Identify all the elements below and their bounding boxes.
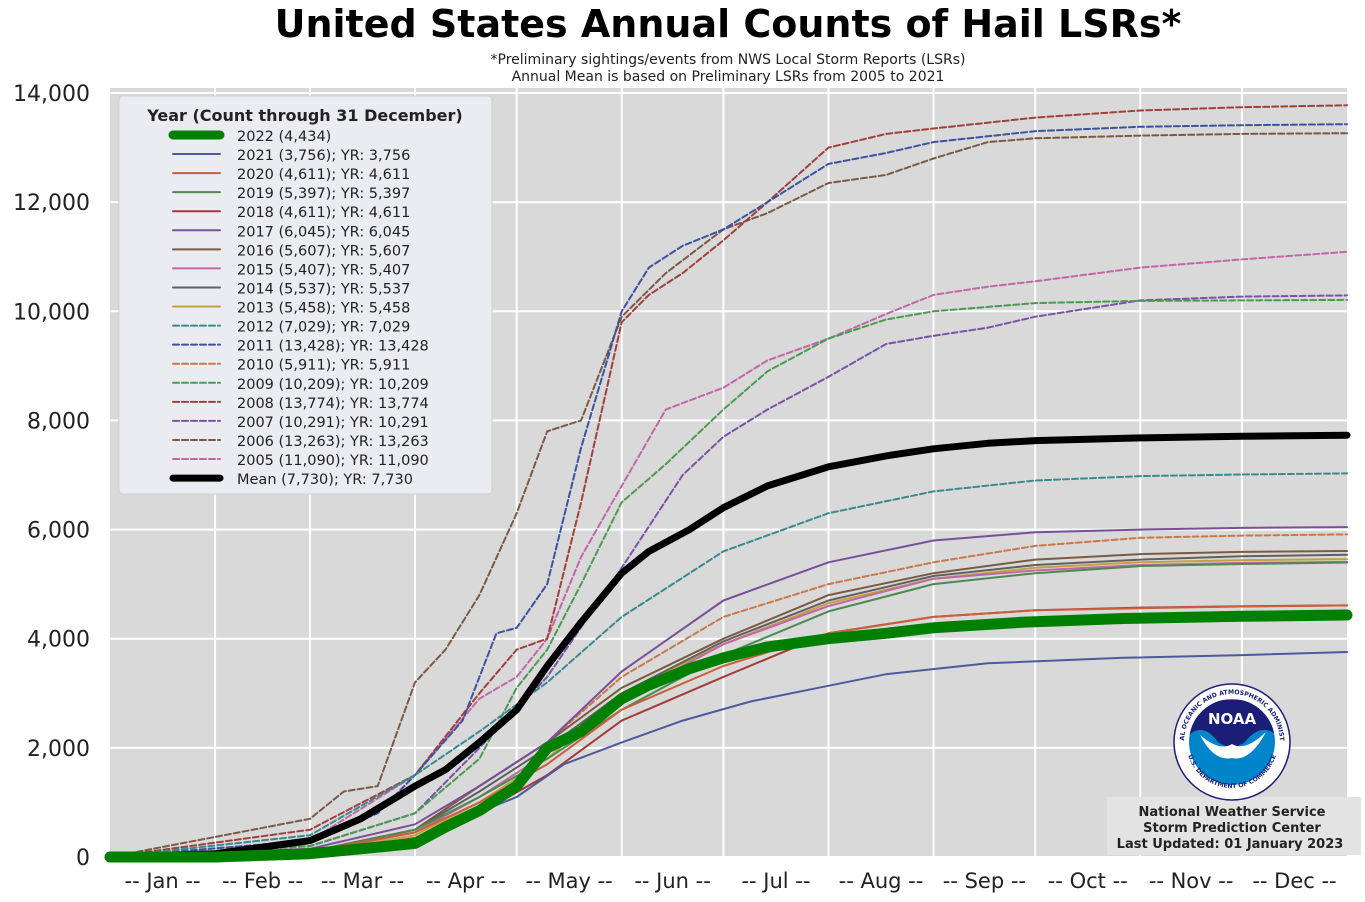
chart-subtitle-1: *Preliminary sightings/events from NWS L… — [490, 52, 966, 68]
series-line — [109, 104, 1348, 858]
noaa-logo-text: NOAA — [1208, 710, 1257, 728]
series-line — [109, 294, 1348, 858]
legend-label: 2019 (5,397); YR: 5,397 — [237, 186, 410, 202]
legend-label: 2014 (5,537); YR: 5,537 — [237, 281, 410, 297]
series-line — [109, 604, 1348, 858]
legend-label: 2012 (7,029); YR: 7,029 — [237, 320, 410, 336]
series-line — [109, 123, 1348, 858]
legend-label: 2018 (4,611); YR: 4,611 — [237, 205, 410, 221]
legend-label: 2010 (5,911); YR: 5,911 — [237, 358, 410, 374]
legend-label: 2022 (4,434) — [237, 129, 331, 145]
legend-label: Mean (7,730); YR: 7,730 — [237, 472, 413, 488]
credit-background — [1107, 797, 1361, 855]
chart-subtitle-2: Annual Mean is based on Preliminary LSRs… — [511, 69, 945, 85]
series-line — [109, 526, 1348, 858]
legend-items: 2022 (4,434) 2021 (3,756); YR: 3,756 2020 … — [168, 129, 429, 488]
legend-label: 2005 (11,090); YR: 11,090 — [237, 453, 429, 469]
legend-label: 2015 (5,407); YR: 5,407 — [237, 262, 410, 278]
x-tick-label: -- Feb -- — [222, 869, 303, 893]
y-tick-label: 12,000 — [13, 191, 90, 216]
y-tick-label: 8,000 — [27, 409, 90, 434]
x-tick-label: -- Aug -- — [839, 869, 924, 893]
legend-label: 2017 (6,045); YR: 6,045 — [237, 224, 410, 240]
y-tick-label: 4,000 — [27, 628, 90, 653]
x-tick-label: -- May -- — [526, 869, 613, 893]
legend-label: 2008 (13,774); YR: 13,774 — [237, 396, 429, 412]
credit-line-3: Last Updated: 01 January 2023 — [1117, 837, 1344, 852]
series-line — [106, 431, 1351, 861]
y-axis: 0 2,000 4,000 6,000 8,000 10,000 12,000 14,000 — [13, 82, 90, 871]
x-tick-label: -- Nov -- — [1149, 869, 1234, 893]
x-tick-label: -- Jul -- — [741, 869, 810, 893]
series-line — [109, 132, 1348, 858]
series-line — [109, 472, 1348, 858]
series-group — [104, 104, 1353, 863]
legend-label: 2020 (4,611); YR: 4,611 — [237, 167, 410, 183]
x-tick-label: -- Apr -- — [426, 869, 506, 893]
x-tick-label: -- Mar -- — [321, 869, 404, 893]
legend-label: 2013 (5,458); YR: 5,458 — [237, 301, 410, 317]
x-tick-label: -- Dec -- — [1252, 869, 1336, 893]
credit-block: National Weather Service Storm Predictio… — [1107, 797, 1361, 855]
series-line — [104, 609, 1353, 863]
x-axis: -- Jan -- -- Feb -- -- Mar -- -- Apr -- -- M… — [125, 869, 1337, 893]
y-tick-label: 0 — [76, 846, 90, 871]
legend-label: 2009 (10,209); YR: 10,209 — [237, 377, 429, 393]
x-tick-label: -- Jan -- — [125, 869, 201, 893]
legend-label: 2016 (5,607); YR: 5,607 — [237, 243, 410, 259]
legend-label: 2007 (10,291); YR: 10,291 — [237, 415, 429, 431]
noaa-logo-navy — [1189, 700, 1275, 747]
x-tick-label: -- Oct -- — [1048, 869, 1128, 893]
legend-box — [118, 95, 493, 495]
legend-title: Year (Count through 31 December) — [146, 106, 462, 125]
y-tick-label: 6,000 — [27, 519, 90, 544]
noaa-logo-bird — [1200, 732, 1266, 759]
credit-line-1: National Weather Service — [1139, 805, 1326, 820]
y-tick-label: 14,000 — [13, 82, 90, 107]
credit-line-2: Storm Prediction Center — [1143, 821, 1321, 836]
legend: Year (Count through 31 December) 2022 (4… — [118, 95, 493, 495]
series-line — [109, 298, 1348, 858]
x-tick-label: -- Sep -- — [943, 869, 1026, 893]
series-line — [109, 250, 1348, 858]
legend-label: 2011 (13,428); YR: 13,428 — [237, 339, 429, 355]
x-tick-label: -- Jun -- — [634, 869, 710, 893]
y-tick-label: 10,000 — [13, 300, 90, 325]
chart-title: United States Annual Counts of Hail LSRs… — [274, 2, 1182, 46]
legend-label: 2021 (3,756); YR: 3,756 — [237, 148, 410, 164]
legend-label: 2006 (13,263); YR: 13,263 — [237, 434, 429, 450]
y-tick-label: 2,000 — [27, 737, 90, 762]
